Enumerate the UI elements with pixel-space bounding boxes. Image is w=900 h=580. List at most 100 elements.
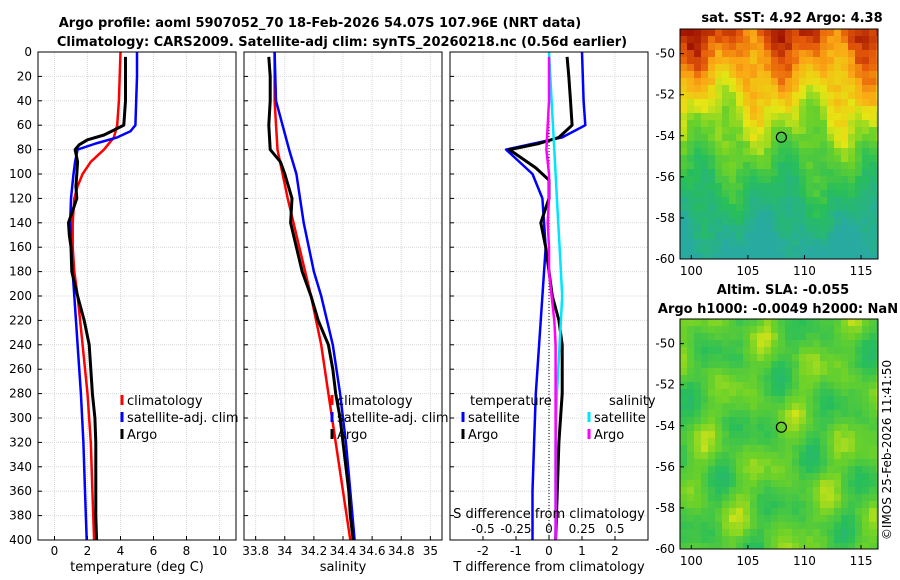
map-cell bbox=[799, 141, 807, 149]
map-cell bbox=[813, 64, 821, 72]
map-cell bbox=[778, 501, 786, 509]
temperature-legend-label: Argo bbox=[127, 428, 157, 443]
map-cell bbox=[722, 225, 730, 233]
argo-salinity-line bbox=[267, 56, 355, 540]
salinity-diff-legend-label: satellite bbox=[594, 411, 646, 426]
map-cell bbox=[750, 176, 758, 184]
map-cell bbox=[806, 169, 814, 177]
map-cell bbox=[694, 127, 702, 135]
map-cell bbox=[743, 354, 751, 362]
map-cell bbox=[729, 452, 737, 460]
map-cell bbox=[750, 190, 758, 198]
map-cell bbox=[771, 239, 779, 247]
map-cell bbox=[862, 326, 870, 334]
map-cell bbox=[813, 197, 821, 205]
map-cell bbox=[848, 246, 856, 254]
map-cell bbox=[701, 354, 709, 362]
map-cell bbox=[820, 445, 828, 453]
map-cell bbox=[813, 494, 821, 502]
map-cell bbox=[855, 57, 863, 65]
map-cell bbox=[708, 403, 716, 411]
map-cell bbox=[729, 501, 737, 509]
map-cell bbox=[722, 78, 730, 86]
map-cell bbox=[785, 99, 793, 107]
map-cell bbox=[743, 43, 751, 51]
map-cell bbox=[680, 183, 688, 191]
map-cell bbox=[708, 382, 716, 390]
map-cell bbox=[778, 543, 786, 550]
map-cell bbox=[687, 522, 695, 530]
map-cell bbox=[708, 57, 716, 65]
map-cell bbox=[785, 347, 793, 355]
map-cell bbox=[722, 326, 730, 334]
map-cell bbox=[764, 92, 772, 100]
map-cell bbox=[862, 368, 870, 376]
map-cell bbox=[841, 106, 849, 114]
map-cell bbox=[729, 43, 737, 51]
map-cell bbox=[848, 494, 856, 502]
map-cell bbox=[764, 424, 772, 432]
map-cell bbox=[855, 176, 863, 184]
map-cell bbox=[876, 85, 879, 93]
map-cell bbox=[715, 480, 723, 488]
map-cell bbox=[806, 78, 814, 86]
map-cell bbox=[750, 253, 758, 260]
map-cell bbox=[827, 211, 835, 219]
map-cell bbox=[757, 389, 765, 397]
map-cell bbox=[799, 375, 807, 383]
map-cell bbox=[799, 78, 807, 86]
map-cell bbox=[680, 389, 688, 397]
map-cell bbox=[694, 134, 702, 142]
map-cell bbox=[750, 218, 758, 226]
map-cell bbox=[750, 487, 758, 495]
map-cell bbox=[722, 183, 730, 191]
map-cell bbox=[687, 494, 695, 502]
map-cell bbox=[876, 473, 879, 481]
map-cell bbox=[687, 473, 695, 481]
map-cell bbox=[687, 375, 695, 383]
map-cell bbox=[813, 85, 821, 93]
map-cell bbox=[855, 36, 863, 44]
map-cell bbox=[855, 445, 863, 453]
map-cell bbox=[834, 85, 842, 93]
map-cell bbox=[792, 501, 800, 509]
map-cell bbox=[687, 417, 695, 425]
depth-tick-label: 400 bbox=[9, 533, 32, 547]
map-cell bbox=[785, 71, 793, 79]
map-cell bbox=[771, 246, 779, 254]
map-cell bbox=[743, 92, 751, 100]
map-cell bbox=[722, 445, 730, 453]
map-cell bbox=[876, 529, 879, 537]
map-cell bbox=[827, 92, 835, 100]
map-cell bbox=[813, 375, 821, 383]
map-cell bbox=[827, 232, 835, 240]
map-cell bbox=[785, 232, 793, 240]
map-cell bbox=[806, 480, 814, 488]
map-cell bbox=[743, 403, 751, 411]
map-cell bbox=[743, 134, 751, 142]
map-cell bbox=[876, 354, 879, 362]
map-cell bbox=[687, 43, 695, 51]
map-cell bbox=[750, 452, 758, 460]
map-cell bbox=[876, 326, 879, 334]
map-cell bbox=[694, 71, 702, 79]
map-cell bbox=[876, 508, 879, 516]
map-cell bbox=[701, 515, 709, 523]
map-cell bbox=[799, 190, 807, 198]
map-cell bbox=[701, 333, 709, 341]
map-cell bbox=[876, 218, 879, 226]
map-cell bbox=[764, 459, 772, 467]
map-cell bbox=[729, 494, 737, 502]
map-cell bbox=[855, 522, 863, 530]
map-cell bbox=[792, 92, 800, 100]
map-cell bbox=[806, 29, 814, 37]
map-cell bbox=[862, 319, 870, 327]
map-cell bbox=[722, 333, 730, 341]
map-cell bbox=[715, 410, 723, 418]
map-cell bbox=[729, 155, 737, 163]
map-cell bbox=[862, 473, 870, 481]
map-cell bbox=[806, 36, 814, 44]
map-cell bbox=[722, 438, 730, 446]
map-cell bbox=[743, 522, 751, 530]
map-cell bbox=[862, 78, 870, 86]
